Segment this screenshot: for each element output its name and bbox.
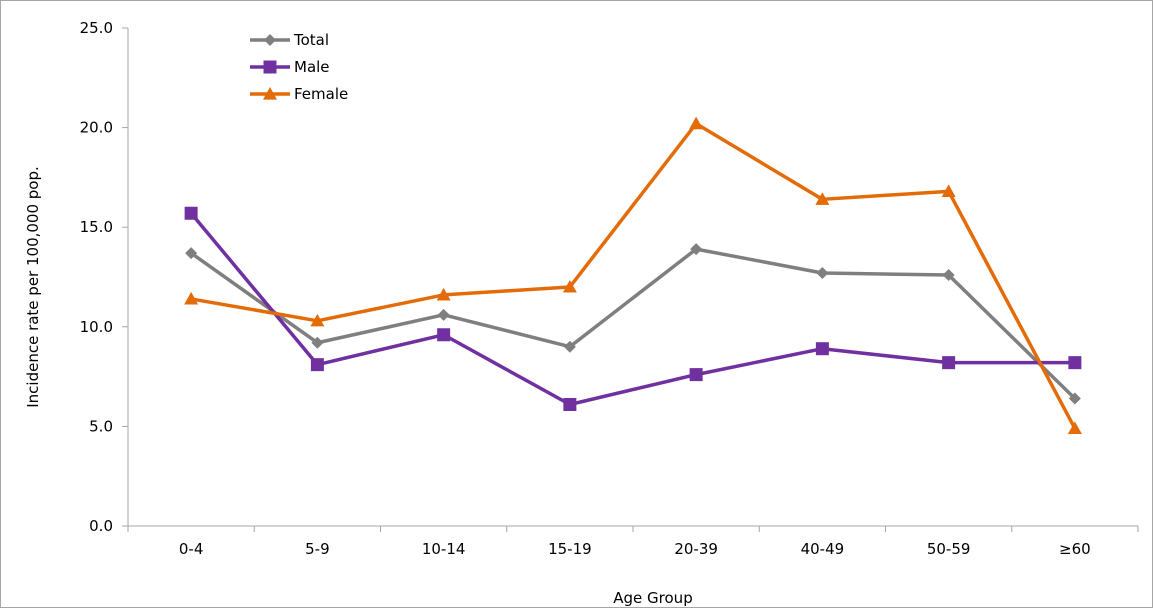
- data-point-square: [184, 206, 198, 220]
- y-tick-label: 20.0: [80, 119, 113, 137]
- y-tick-label: 15.0: [80, 218, 113, 236]
- legend-item-female: Female: [250, 85, 348, 103]
- series-line-male: [189, 212, 1075, 407]
- data-point-triangle: [263, 87, 277, 100]
- series-female: [184, 116, 1082, 434]
- data-point-triangle: [815, 192, 830, 205]
- data-point-diamond: [816, 267, 829, 280]
- x-tick-label: ≥60: [1059, 540, 1091, 558]
- data-point-diamond: [264, 34, 276, 46]
- series-total: [185, 243, 1081, 405]
- legend-label: Male: [294, 58, 330, 76]
- data-point-diamond: [563, 340, 576, 353]
- axes: [122, 27, 1139, 532]
- data-point-square: [263, 60, 277, 74]
- y-tick-label: 10.0: [80, 318, 113, 336]
- x-tick-label: 10-14: [422, 540, 466, 558]
- y-tick-label: 5.0: [89, 417, 113, 435]
- legend-item-male: Male: [250, 58, 330, 76]
- data-point-diamond: [185, 247, 198, 260]
- series-lines: [184, 116, 1082, 434]
- x-tick-label: 5-9: [305, 540, 330, 558]
- x-tick-label: 40-49: [801, 540, 845, 558]
- data-point-square: [1068, 356, 1082, 370]
- x-tick-label: 50-59: [927, 540, 971, 558]
- data-point-triangle: [689, 116, 704, 130]
- series-line-total: [190, 247, 1077, 400]
- legend-label: Total: [293, 31, 329, 49]
- y-tick-label: 25.0: [80, 19, 113, 37]
- data-point-square: [942, 356, 956, 370]
- x-axis-title: Age Group: [613, 589, 692, 607]
- data-point-triangle: [941, 184, 956, 197]
- data-point-square: [815, 342, 829, 356]
- data-point-diamond: [942, 269, 955, 282]
- y-tick-labels: 0.0 5.0 10.0 15.0 20.0 25.0: [80, 19, 113, 535]
- data-point-square: [689, 368, 703, 382]
- x-tick-label: 0-4: [179, 540, 204, 558]
- data-point-square: [563, 397, 577, 411]
- data-point-diamond: [1068, 392, 1081, 405]
- data-point-square: [310, 358, 324, 372]
- data-point-diamond: [690, 243, 703, 256]
- data-point-triangle: [436, 287, 451, 301]
- data-point-diamond: [311, 336, 324, 349]
- legend-item-total: Total: [250, 31, 329, 49]
- data-point-square: [437, 328, 451, 342]
- y-tick-label: 0.0: [89, 517, 113, 535]
- legend-label: Female: [294, 85, 348, 103]
- x-tick-label: 20-39: [674, 540, 718, 558]
- series-line-female: [190, 121, 1077, 430]
- data-point-triangle: [310, 313, 325, 327]
- legend: Total Male Female: [250, 31, 348, 103]
- x-tick-label: 15-19: [548, 540, 592, 558]
- data-point-triangle: [184, 291, 199, 305]
- data-point-triangle: [562, 279, 577, 293]
- y-axis-title: Incidence rate per 100,000 pop.: [24, 166, 42, 408]
- x-tick-labels: 0-4 5-9 10-14 15-19 20-39 40-49 50-59 ≥60: [179, 540, 1091, 558]
- data-point-triangle: [1067, 421, 1082, 434]
- data-point-diamond: [437, 308, 450, 321]
- series-male: [184, 206, 1082, 411]
